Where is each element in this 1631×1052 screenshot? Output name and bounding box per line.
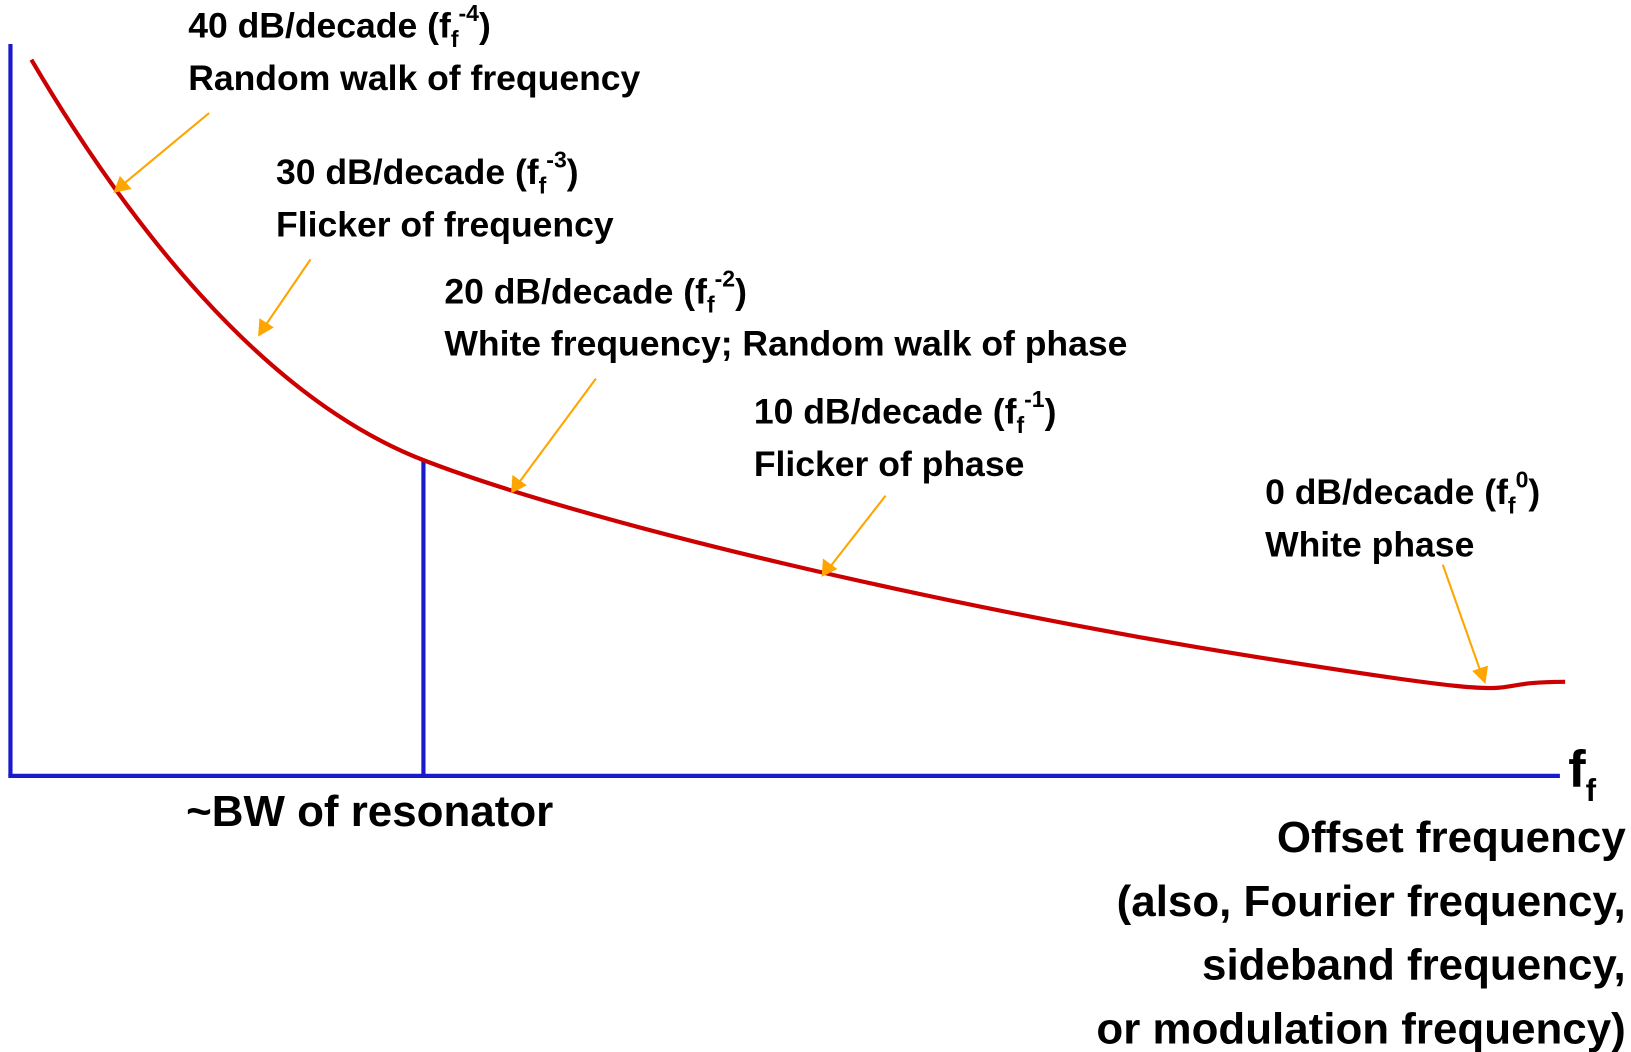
axis-description: or modulation frequency)	[1096, 1005, 1625, 1052]
superscript: -3	[546, 146, 566, 172]
noise-type: Flicker of phase	[754, 444, 1025, 484]
rate-text: 20 dB/decade (f	[444, 271, 707, 311]
subscript: f	[451, 26, 459, 52]
rate-label: 0 dB/decade (ff0)	[1265, 466, 1540, 518]
arrows	[113, 112, 1488, 684]
rate-text: )	[735, 271, 747, 311]
superscript: -4	[458, 0, 479, 26]
subscript: f	[1508, 492, 1516, 518]
noise-type: White phase	[1265, 524, 1474, 564]
superscript: -2	[715, 266, 735, 292]
noise-type: Random walk of frequency	[188, 58, 640, 98]
superscript: 0	[1516, 466, 1529, 492]
rate-text: )	[479, 6, 491, 46]
rate-label: 30 dB/decade (ff-3)	[276, 146, 579, 198]
axis-description: sideband frequency,	[1202, 941, 1626, 990]
rate-text: 40 dB/decade (f	[188, 6, 451, 46]
marker-label: ~BW of resonator	[186, 787, 553, 836]
superscript: -1	[1024, 386, 1045, 412]
axis-symbol: ff	[1568, 740, 1596, 808]
rate-text: 30 dB/decade (f	[276, 152, 539, 192]
subscript: f	[1016, 412, 1024, 438]
subscript: f	[539, 173, 547, 199]
axis-description: (also, Fourier frequency,	[1117, 877, 1626, 926]
rate-text: )	[567, 152, 579, 192]
noise-type: White frequency; Random walk of phase	[444, 324, 1127, 364]
rate-text: )	[1045, 392, 1057, 432]
rate-label: 40 dB/decade (ff-4)	[188, 0, 491, 52]
axis-description: Offset frequency	[1277, 813, 1626, 862]
rate-label: 20 dB/decade (ff-2)	[444, 266, 747, 318]
noise-type: Flicker of frequency	[276, 204, 614, 244]
subscript: f	[707, 292, 715, 318]
rate-text: 10 dB/decade (f	[754, 392, 1017, 432]
rate-text: 0 dB/decade (f	[1265, 472, 1508, 512]
rate-label: 10 dB/decade (ff-1)	[754, 386, 1057, 438]
rate-text: )	[1528, 472, 1540, 512]
noise-curve	[29, 58, 1566, 691]
